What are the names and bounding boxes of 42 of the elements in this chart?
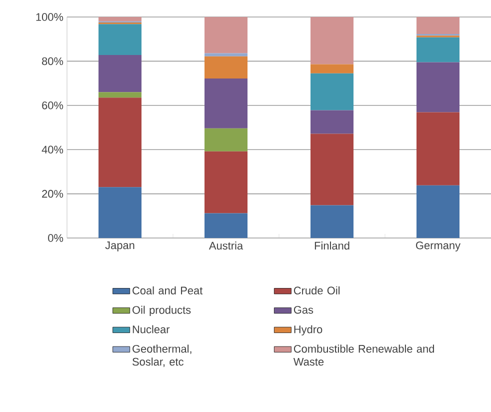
y-tick-label: 20% (42, 190, 64, 198)
bar (310, 64, 354, 74)
y-tick-label: 60% (42, 102, 64, 110)
y-tick-label: 80% (42, 57, 64, 66)
y-tick-label: 100% (36, 13, 64, 21)
bar (416, 37, 460, 62)
legend-label: Nuclear (132, 325, 170, 334)
legend-label: Coal and Peat (132, 286, 203, 294)
bar (98, 98, 142, 188)
bar (416, 112, 460, 186)
bar (204, 78, 248, 128)
bar (98, 55, 142, 92)
bar (204, 53, 248, 56)
bar (310, 16, 354, 64)
bar (310, 134, 354, 206)
bar (416, 16, 460, 34)
y-tick-label: 0% (48, 234, 64, 242)
bar (310, 73, 354, 110)
x-tick-label: Austria (208, 242, 244, 250)
bar (416, 185, 460, 238)
legend-label: Oil products (132, 306, 191, 316)
bar (98, 187, 142, 238)
bar (98, 92, 142, 98)
bar (310, 110, 354, 134)
bar (204, 151, 248, 214)
legend-label: Combustible Renewable and Waste (293, 344, 434, 366)
bar (204, 56, 248, 78)
x-tick-label: Japan (105, 242, 134, 252)
bar (204, 128, 248, 152)
legend-label: Geothermal, Soslar, etc (132, 344, 192, 367)
x-tick-label: Finland (314, 242, 350, 250)
legend-label: Gas (294, 306, 314, 314)
y-tick-label: 40% (42, 146, 64, 154)
bar (98, 16, 142, 22)
bar (204, 213, 248, 238)
bar (310, 205, 354, 238)
legend-label: Hydro (294, 325, 322, 336)
bar (204, 16, 248, 54)
legend-label: Crude Oil (294, 286, 340, 294)
x-tick-label: Germany (416, 242, 461, 252)
bar (416, 62, 460, 112)
bar (98, 24, 142, 56)
